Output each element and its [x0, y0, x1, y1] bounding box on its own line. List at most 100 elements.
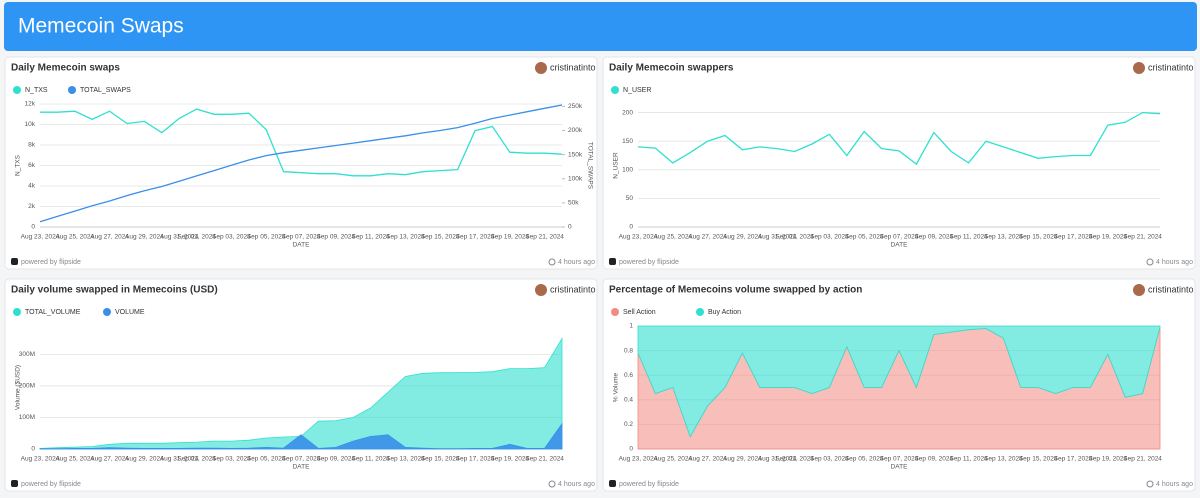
- legend-label: TOTAL_VOLUME: [25, 309, 81, 316]
- x-tick-label: Sep 11, 2024: [351, 456, 390, 463]
- x-tick-label: Sep 05, 2024: [247, 234, 286, 241]
- x-tick-label: Sep 15, 2024: [421, 456, 460, 463]
- y-tick-label: 100M: [19, 414, 35, 421]
- x-tick-label: Aug 31, 2024: [758, 456, 797, 463]
- x-axis-label: DATE: [891, 242, 909, 249]
- x-tick-label: Sep 01, 2024: [177, 456, 216, 463]
- x-tick-label: Sep 05, 2024: [845, 456, 884, 463]
- page-title: Memecoin Swaps: [18, 15, 184, 38]
- x-tick-label: Aug 25, 2024: [653, 456, 692, 463]
- y-tick-label: 300M: [19, 351, 35, 358]
- y-tick-label: 12k: [25, 101, 36, 108]
- y2-tick-label: 200k: [568, 127, 583, 134]
- x-tick-label: Sep 05, 2024: [845, 234, 884, 241]
- y-tick-label: 0.4: [624, 397, 633, 404]
- author: cristinatinto: [1148, 284, 1194, 294]
- x-tick-label: Aug 29, 2024: [723, 456, 762, 463]
- x-tick-label: Sep 17, 2024: [1054, 234, 1093, 241]
- x-tick-label: Aug 31, 2024: [160, 456, 199, 463]
- clock-icon: [1146, 258, 1154, 266]
- series-area: [39, 422, 563, 450]
- flipside-icon: [11, 480, 18, 487]
- avatar: [535, 284, 547, 296]
- series-area: [39, 337, 563, 450]
- powered-by: powered by flipside: [21, 481, 81, 488]
- x-tick-label: Sep 13, 2024: [984, 456, 1023, 463]
- x-tick-label: Sep 19, 2024: [1088, 234, 1127, 241]
- y-axis-label: N_TXS: [15, 154, 22, 176]
- avatar: [535, 62, 547, 74]
- panel: [602, 56, 1196, 270]
- y-tick-label: 6k: [28, 162, 36, 169]
- x-axis-label: DATE: [293, 242, 311, 249]
- y-tick-label: 50: [626, 195, 634, 202]
- y2-axis-label: TOTAL_SWAPS: [586, 142, 593, 190]
- x-tick-label: Sep 19, 2024: [1088, 456, 1127, 463]
- flipside-icon: [11, 258, 18, 265]
- powered-by: powered by flipside: [619, 259, 679, 266]
- x-tick-label: Sep 01, 2024: [177, 234, 216, 241]
- x-tick-label: Sep 03, 2024: [212, 234, 251, 241]
- x-tick-label: Aug 27, 2024: [90, 234, 129, 241]
- updated-time: 4 hours ago: [1156, 259, 1193, 266]
- x-tick-label: Aug 23, 2024: [619, 234, 658, 241]
- avatar: [1133, 284, 1145, 296]
- x-tick-label: Sep 03, 2024: [810, 234, 849, 241]
- legend-dot: [103, 308, 111, 316]
- x-tick-label: Aug 29, 2024: [125, 234, 164, 241]
- updated-time: 4 hours ago: [558, 481, 595, 488]
- author: cristinatinto: [550, 62, 596, 72]
- x-tick-label: Sep 03, 2024: [810, 456, 849, 463]
- x-tick-label: Aug 31, 2024: [758, 234, 797, 241]
- y-tick-label: 10k: [25, 121, 36, 128]
- flipside-icon: [609, 480, 616, 487]
- x-tick-label: Sep 21, 2024: [1123, 234, 1162, 241]
- x-tick-label: Sep 09, 2024: [914, 234, 953, 241]
- x-tick-label: Sep 17, 2024: [456, 234, 495, 241]
- x-tick-label: Sep 11, 2024: [949, 234, 988, 241]
- x-tick-label: Sep 03, 2024: [212, 456, 251, 463]
- y-tick-label: 0.6: [624, 372, 633, 379]
- series-line: [39, 104, 563, 223]
- x-tick-label: Sep 09, 2024: [316, 456, 355, 463]
- x-tick-label: Aug 27, 2024: [688, 234, 727, 241]
- x-tick-label: Sep 15, 2024: [421, 234, 460, 241]
- legend-dot: [611, 308, 619, 316]
- x-tick-label: Aug 25, 2024: [55, 234, 94, 241]
- y-tick-label: 0: [31, 446, 35, 453]
- x-tick-label: Aug 23, 2024: [619, 456, 658, 463]
- y-tick-label: 200M: [19, 383, 35, 390]
- panel-title: Daily Memecoin swappers: [609, 63, 734, 74]
- panel-title: Daily volume swapped in Memecoins (USD): [11, 285, 218, 296]
- panel: [4, 56, 598, 270]
- x-axis-label: DATE: [293, 464, 311, 471]
- y-tick-label: 0: [31, 224, 35, 231]
- x-tick-label: Aug 23, 2024: [21, 234, 60, 241]
- x-tick-label: Sep 13, 2024: [984, 234, 1023, 241]
- y-tick-label: 1: [629, 323, 633, 330]
- legend-dot: [611, 86, 619, 94]
- y-tick-label: 0: [629, 224, 633, 231]
- clock-icon: [1146, 480, 1154, 488]
- x-tick-label: Aug 25, 2024: [55, 456, 94, 463]
- y-tick-label: 0: [629, 446, 633, 453]
- legend-label: N_TXS: [25, 87, 48, 94]
- x-tick-label: Sep 13, 2024: [386, 234, 425, 241]
- x-tick-label: Sep 07, 2024: [282, 456, 321, 463]
- x-tick-label: Sep 19, 2024: [490, 456, 529, 463]
- x-tick-label: Sep 11, 2024: [351, 234, 390, 241]
- x-tick-label: Aug 27, 2024: [90, 456, 129, 463]
- y-axis-label: % Volume: [613, 372, 620, 402]
- y2-tick-label: 250k: [568, 103, 583, 110]
- legend-label: Buy Action: [708, 309, 741, 316]
- clock-icon: [548, 480, 556, 488]
- x-tick-label: Sep 07, 2024: [880, 234, 919, 241]
- author: cristinatinto: [550, 284, 596, 294]
- legend-label: N_USER: [623, 87, 651, 94]
- x-tick-label: Sep 17, 2024: [1054, 456, 1093, 463]
- x-tick-label: Sep 17, 2024: [456, 456, 495, 463]
- x-tick-label: Sep 05, 2024: [247, 456, 286, 463]
- y-tick-label: 0.2: [624, 421, 633, 428]
- x-tick-label: Sep 07, 2024: [282, 234, 321, 241]
